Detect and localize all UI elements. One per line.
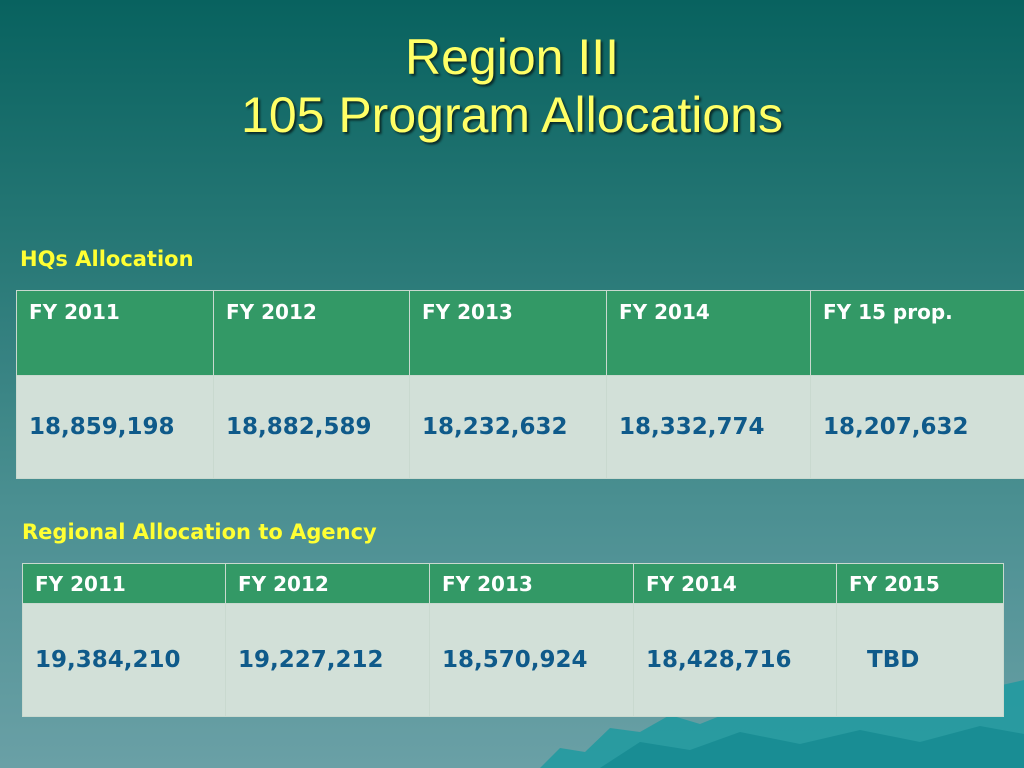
regional-header-cell: FY 2015 <box>836 563 1004 604</box>
regional-value-cell: 18,570,924 <box>429 603 634 717</box>
slide-title: Region III 105 Program Allocations <box>0 28 1024 144</box>
hq-header-cell: FY 2011 <box>16 290 214 376</box>
regional-header-cell: FY 2011 <box>22 563 226 604</box>
hq-header-row: FY 2011 FY 2012 FY 2013 FY 2014 FY 15 pr… <box>16 290 1024 376</box>
hq-header-cell: FY 2012 <box>213 290 410 376</box>
regional-value-cell: 19,384,210 <box>22 603 226 717</box>
hq-header-cell: FY 2013 <box>409 290 607 376</box>
regional-header-cell: FY 2012 <box>225 563 430 604</box>
regional-allocation-label: Regional Allocation to Agency <box>22 520 377 544</box>
regional-header-row: FY 2011 FY 2012 FY 2013 FY 2014 FY 2015 <box>22 563 1004 604</box>
hq-value-cell: 18,232,632 <box>409 375 607 479</box>
regional-allocation-table: FY 2011 FY 2012 FY 2013 FY 2014 FY 2015 … <box>22 563 1004 717</box>
regional-values-row: 19,384,210 19,227,212 18,570,924 18,428,… <box>22 603 1004 717</box>
hq-value-cell: 18,332,774 <box>606 375 811 479</box>
regional-value-cell: TBD <box>836 603 1004 717</box>
hq-value-cell: 18,859,198 <box>16 375 214 479</box>
hq-allocation-table: FY 2011 FY 2012 FY 2013 FY 2014 FY 15 pr… <box>16 290 1024 479</box>
slide-title-line-1: Region III <box>404 29 619 85</box>
hq-allocation-label: HQs Allocation <box>20 247 194 271</box>
slide-title-line-2: 105 Program Allocations <box>241 87 783 143</box>
regional-header-cell: FY 2014 <box>633 563 837 604</box>
regional-header-cell: FY 2013 <box>429 563 634 604</box>
hq-values-row: 18,859,198 18,882,589 18,232,632 18,332,… <box>16 375 1024 479</box>
regional-value-cell: 19,227,212 <box>225 603 430 717</box>
regional-value-cell: 18,428,716 <box>633 603 837 717</box>
hq-header-cell: FY 2014 <box>606 290 811 376</box>
hq-value-cell: 18,882,589 <box>213 375 410 479</box>
hq-value-cell: 18,207,632 <box>810 375 1024 479</box>
hq-header-cell: FY 15 prop. <box>810 290 1024 376</box>
